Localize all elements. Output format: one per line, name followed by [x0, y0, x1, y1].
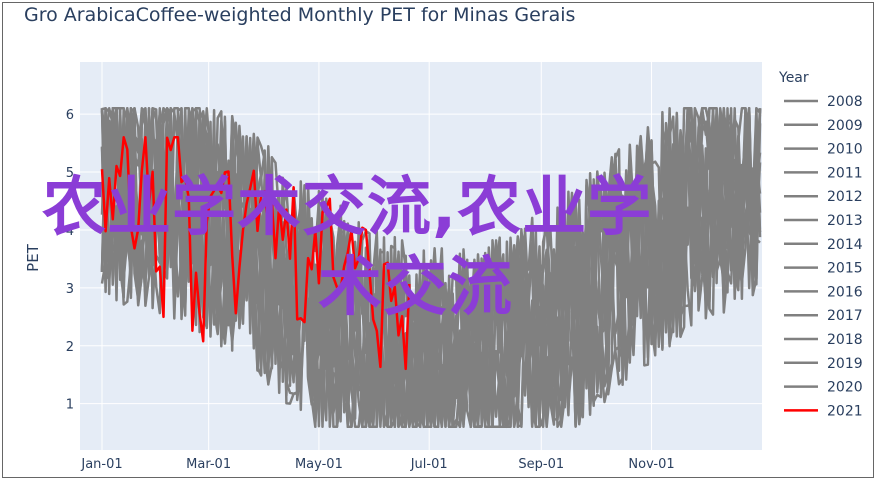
y-tick-label: 2: [66, 340, 74, 355]
x-tick-label: May-01: [295, 457, 343, 472]
legend-label-2020[interactable]: 2020: [827, 380, 863, 396]
legend[interactable]: Year 2008 2009 2010 2011 2012 2013 2014 2015 2016…: [778, 70, 863, 419]
x-tick-label: Nov-01: [628, 457, 674, 472]
legend-label-2008[interactable]: 2008: [827, 94, 863, 110]
y-tick-label: 4: [66, 224, 74, 239]
legend-label-2018[interactable]: 2018: [827, 332, 863, 348]
legend-label-2015[interactable]: 2015: [827, 261, 863, 277]
red-series-group: [100, 136, 411, 371]
legend-label-2021[interactable]: 2021: [827, 403, 863, 419]
watermark-line-1: 农业学术交流,农业学: [42, 171, 653, 245]
watermark-line-2: 术交流: [318, 251, 513, 325]
legend-label-2013[interactable]: 2013: [827, 213, 863, 229]
legend-label-2010[interactable]: 2010: [827, 142, 863, 158]
x-tick-label: Jul-01: [410, 457, 448, 472]
series-line-2021: [100, 136, 411, 371]
legend-label-2011[interactable]: 2011: [827, 165, 863, 181]
x-tick-labels: Jan-01 Mar-01 May-01 Jul-01 Sep-01 Nov-01: [80, 457, 674, 472]
y-tick-label: 6: [66, 108, 74, 123]
x-tick-label: Mar-01: [186, 457, 231, 472]
y-tick-label: 1: [66, 398, 74, 413]
x-tick-label: Sep-01: [518, 457, 564, 472]
y-tick-label: 5: [66, 166, 74, 181]
y-tick-labels: 1 2 3 4 5 6: [66, 108, 74, 413]
legend-label-2014[interactable]: 2014: [827, 237, 863, 253]
series-line-2018: [100, 107, 762, 429]
series-line-2020: [100, 107, 762, 429]
chart-title: Gro ArabicaCoffee-weighted Monthly PET f…: [24, 4, 576, 26]
y-tick-label: 3: [66, 282, 74, 297]
y-axis-label: PET: [24, 243, 42, 272]
legend-label-2012[interactable]: 2012: [827, 189, 863, 205]
legend-label-2017[interactable]: 2017: [827, 308, 863, 324]
legend-title: Year: [778, 70, 809, 86]
x-tick-label: Jan-01: [80, 457, 122, 472]
legend-label-2009[interactable]: 2009: [827, 118, 863, 134]
gray-series-group: [100, 107, 762, 429]
legend-label-2016[interactable]: 2016: [827, 284, 863, 300]
legend-label-2019[interactable]: 2019: [827, 356, 863, 372]
